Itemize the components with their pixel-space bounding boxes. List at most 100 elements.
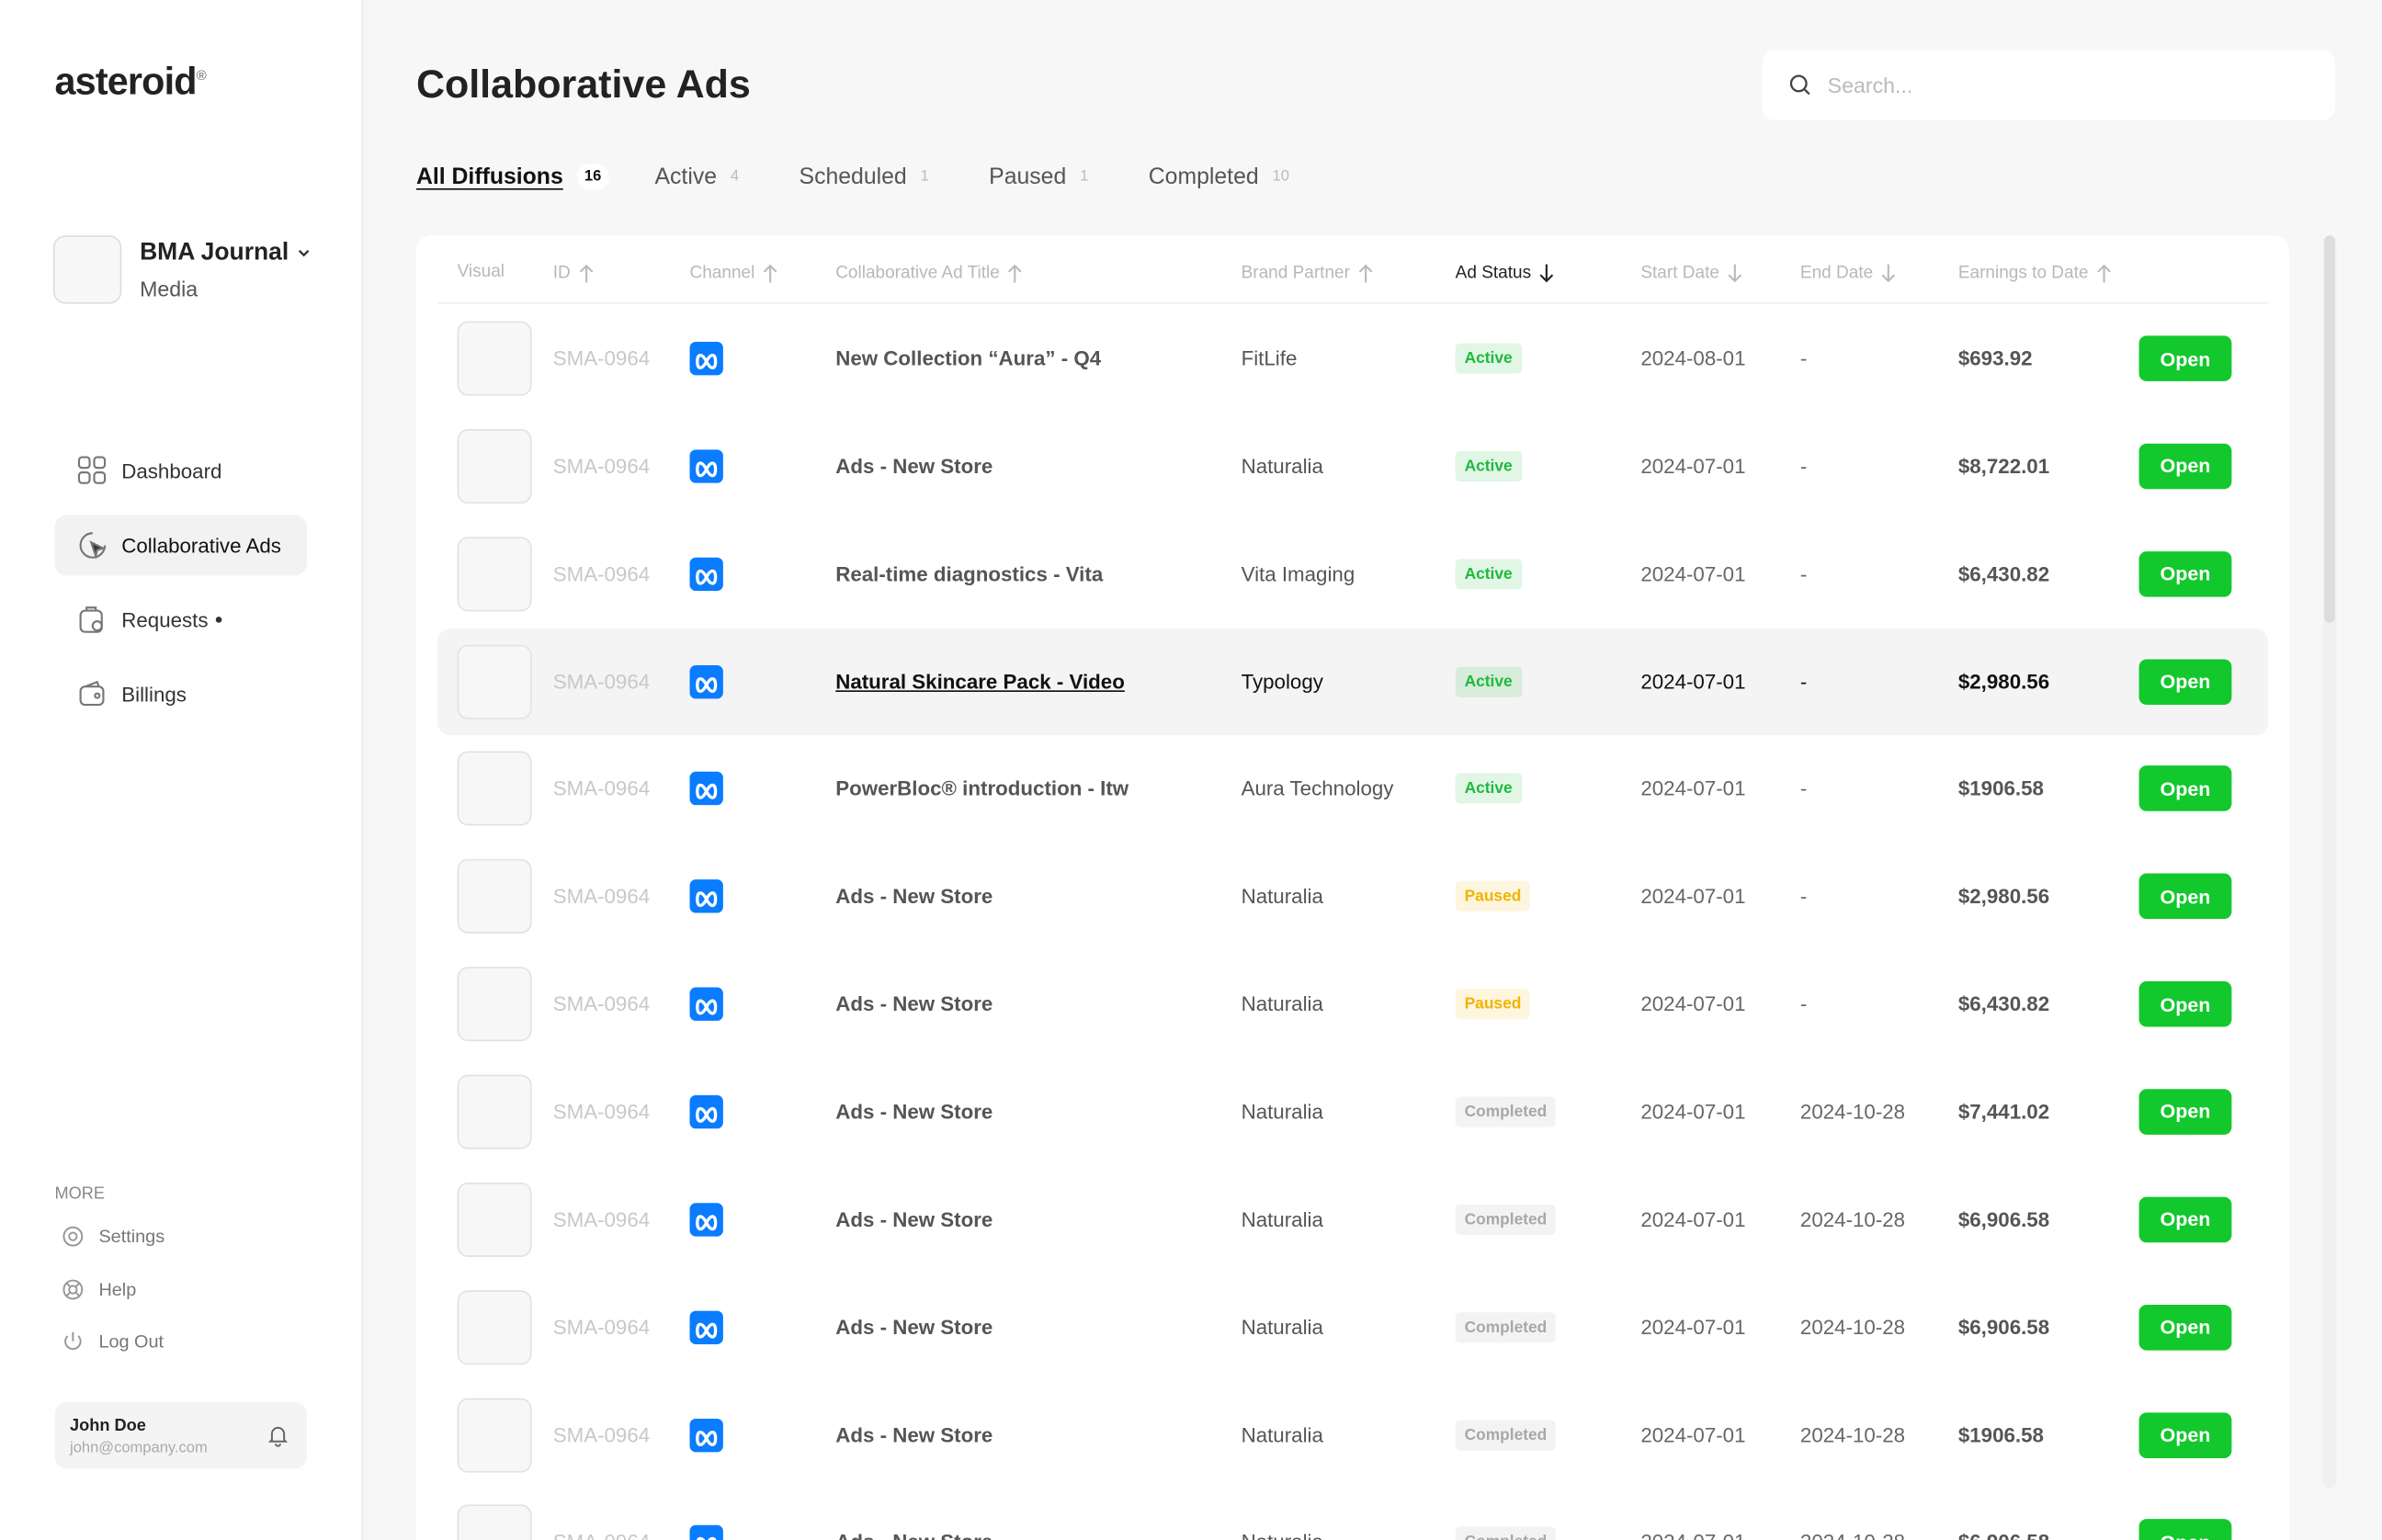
more-label: Settings bbox=[98, 1226, 165, 1248]
open-button[interactable]: Open bbox=[2138, 1304, 2232, 1351]
user-card[interactable]: John Doe john@company.com bbox=[54, 1401, 307, 1469]
user-email: john@company.com bbox=[70, 1440, 208, 1457]
channel-icon bbox=[689, 557, 723, 591]
workspace-type: Media bbox=[140, 276, 198, 301]
channel-icon bbox=[689, 341, 723, 376]
more-item[interactable]: Settings bbox=[61, 1224, 164, 1248]
open-button[interactable]: Open bbox=[2138, 335, 2232, 381]
open-button[interactable]: Open bbox=[2138, 658, 2232, 705]
open-button[interactable]: Open bbox=[2138, 765, 2232, 812]
column-header[interactable]: Collaborative Ad Title bbox=[835, 263, 1022, 284]
end-date: 2024-10-28 bbox=[1799, 1100, 1906, 1124]
channel-icon bbox=[689, 1310, 723, 1344]
open-button[interactable]: Open bbox=[2138, 1196, 2232, 1242]
column-header[interactable]: ID bbox=[553, 263, 594, 284]
end-date: - bbox=[1799, 992, 1808, 1016]
open-button[interactable]: Open bbox=[2138, 443, 2232, 490]
tab-count: 16 bbox=[576, 164, 609, 190]
open-button[interactable]: Open bbox=[2138, 981, 2232, 1027]
brand-partner: Naturalia bbox=[1242, 1531, 1323, 1540]
open-button[interactable]: Open bbox=[2138, 550, 2232, 597]
nav-item[interactable]: Dashboard bbox=[55, 440, 307, 501]
status-badge: Paused bbox=[1455, 989, 1531, 1020]
column-header[interactable]: Channel bbox=[690, 263, 778, 284]
tab[interactable]: Completed 10 bbox=[1149, 164, 1289, 190]
earnings: $8,722.01 bbox=[1957, 454, 2050, 478]
user-name: John Doe bbox=[70, 1417, 146, 1436]
open-button[interactable]: Open bbox=[2138, 873, 2232, 920]
open-button[interactable]: Open bbox=[2138, 1089, 2232, 1135]
status-badge: Completed bbox=[1455, 1419, 1557, 1450]
column-header[interactable]: Ad Status bbox=[1456, 263, 1554, 284]
open-button[interactable]: Open bbox=[2138, 1411, 2232, 1458]
ad-title[interactable]: PowerBloc® introduction - Itw bbox=[835, 777, 1129, 801]
ad-id: SMA-0964 bbox=[552, 885, 651, 909]
open-button[interactable]: Open bbox=[2138, 1519, 2232, 1540]
ad-visual bbox=[457, 1397, 532, 1472]
ad-visual bbox=[457, 536, 532, 611]
tab[interactable]: Scheduled 1 bbox=[800, 164, 929, 190]
ad-id: SMA-0964 bbox=[552, 992, 651, 1016]
ad-title[interactable]: Ads - New Store bbox=[835, 885, 993, 909]
tab[interactable]: All Diffusions 16 bbox=[416, 164, 609, 190]
ad-title[interactable]: Ads - New Store bbox=[835, 992, 993, 1016]
nav-dot bbox=[215, 617, 222, 623]
sidebar: asteroid® BMA Journal Media MORE John Do… bbox=[0, 0, 364, 1540]
column-label: End Date bbox=[1799, 264, 1874, 283]
column-header: Visual bbox=[458, 263, 505, 281]
status-badge: Paused bbox=[1455, 881, 1531, 912]
brand-partner: Naturalia bbox=[1241, 1207, 1323, 1231]
ad-title[interactable]: Ads - New Store bbox=[835, 1315, 993, 1339]
end-date: - bbox=[1799, 346, 1808, 370]
more-item[interactable]: Help bbox=[61, 1276, 136, 1300]
column-header[interactable]: End Date bbox=[1800, 263, 1896, 284]
column-label: Channel bbox=[689, 264, 755, 283]
tab-label: Paused bbox=[989, 164, 1067, 190]
status-badge: Completed bbox=[1455, 1311, 1557, 1342]
ad-id: SMA-0964 bbox=[552, 1100, 651, 1124]
ad-title[interactable]: Ads - New Store bbox=[835, 1100, 993, 1124]
start-date: 2024-07-01 bbox=[1640, 1100, 1746, 1124]
start-date: 2024-07-01 bbox=[1640, 1207, 1746, 1231]
scrollbar-thumb[interactable] bbox=[2324, 235, 2335, 623]
tab[interactable]: Active 4 bbox=[654, 164, 739, 190]
ad-visual bbox=[457, 1182, 532, 1257]
bell-icon[interactable] bbox=[266, 1423, 289, 1447]
start-date: 2024-07-01 bbox=[1640, 1315, 1746, 1339]
tab-label: All Diffusions bbox=[415, 164, 563, 190]
ad-title[interactable]: Ads - New Store bbox=[835, 1422, 993, 1446]
nav-item[interactable]: Billings bbox=[55, 663, 307, 724]
earnings: $7,441.02 bbox=[1957, 1100, 2050, 1124]
tab[interactable]: Paused 1 bbox=[989, 164, 1088, 190]
column-header[interactable]: Brand Partner bbox=[1242, 263, 1373, 284]
ad-title[interactable]: Ads - New Store bbox=[835, 1531, 992, 1540]
ad-title[interactable]: Ads - New Store bbox=[835, 454, 993, 478]
header-divider bbox=[437, 301, 2269, 304]
status-badge: Active bbox=[1455, 343, 1522, 374]
channel-icon bbox=[689, 449, 723, 483]
table-card bbox=[415, 235, 2290, 1540]
ad-visual bbox=[457, 1504, 532, 1540]
nav-item[interactable]: Collaborative Ads bbox=[54, 515, 307, 576]
ad-title[interactable]: Natural Skincare Pack - Video bbox=[835, 670, 1125, 693]
ad-visual bbox=[457, 321, 532, 396]
column-header[interactable]: Earnings to Date bbox=[1958, 263, 2111, 284]
search-box[interactable]: Search... bbox=[1762, 50, 2335, 120]
ad-title[interactable]: Ads - New Store bbox=[835, 1207, 993, 1231]
earnings: $6,906.58 bbox=[1957, 1315, 2050, 1339]
ad-title[interactable]: Real-time diagnostics - Vita bbox=[835, 561, 1104, 585]
column-header[interactable]: Start Date bbox=[1640, 263, 1741, 284]
status-badge: Active bbox=[1455, 665, 1522, 697]
ad-visual bbox=[457, 859, 532, 934]
workspace-avatar[interactable] bbox=[52, 235, 122, 304]
ad-title[interactable]: New Collection “Aura” - Q4 bbox=[835, 346, 1102, 370]
more-item[interactable]: Log Out bbox=[61, 1329, 164, 1353]
tab-label: Completed bbox=[1148, 164, 1259, 190]
nav-item[interactable]: Requests bbox=[55, 589, 307, 650]
column-label: Earnings to Date bbox=[1957, 264, 2089, 283]
ad-id: SMA-0964 bbox=[552, 670, 651, 693]
brand-partner: Naturalia bbox=[1241, 454, 1323, 478]
brand-partner: Typology bbox=[1241, 670, 1323, 693]
more-label: Log Out bbox=[98, 1331, 164, 1353]
workspace-name[interactable]: BMA Journal bbox=[140, 240, 311, 267]
